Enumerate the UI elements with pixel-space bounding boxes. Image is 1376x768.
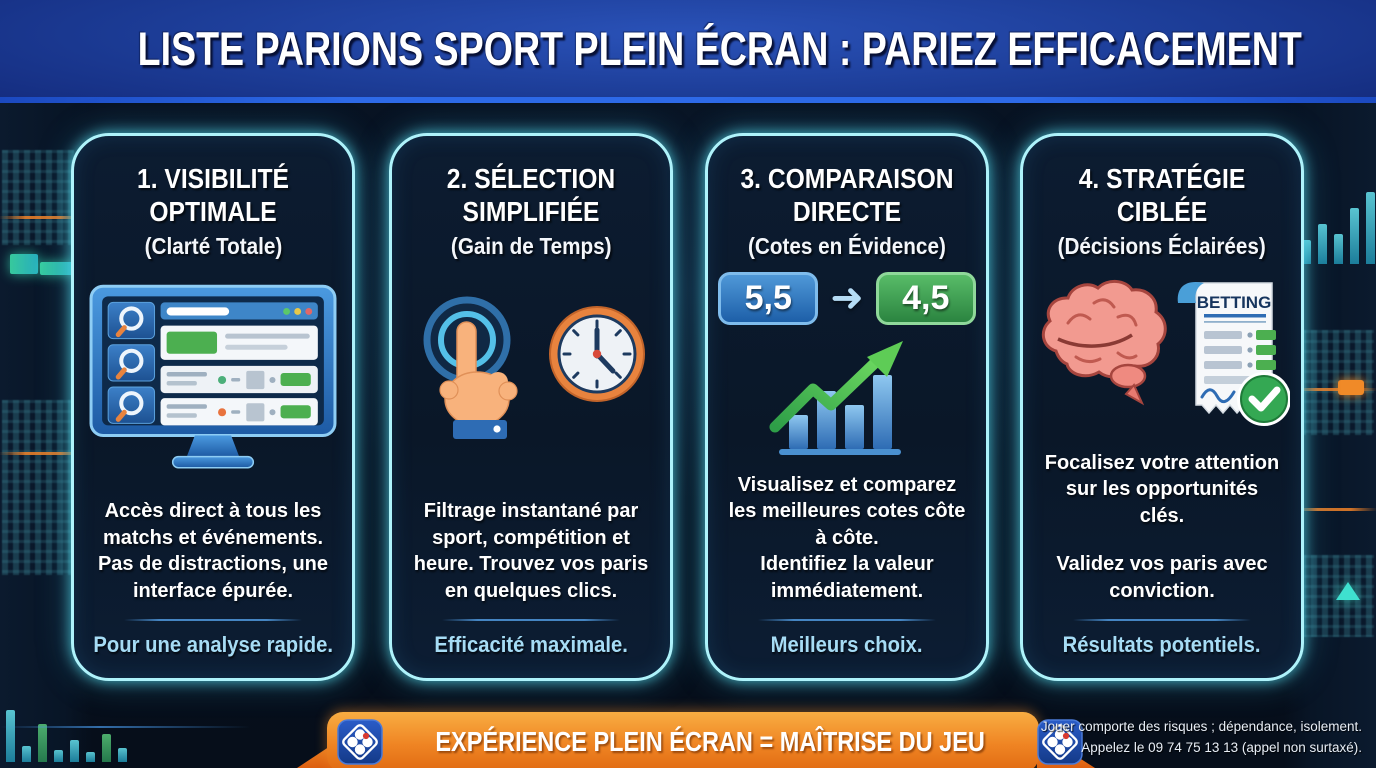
card-subtitle: (Gain de Temps) <box>450 233 612 260</box>
card-subtitle: (Cotes en Évidence) <box>748 233 946 260</box>
background-data-rows <box>2 400 76 575</box>
background-mini-bar-chart <box>6 690 127 762</box>
background-teal-chip <box>10 254 38 274</box>
background-blue-line <box>0 726 250 728</box>
background-orange-line <box>0 452 86 455</box>
background-teal-chip <box>40 262 78 275</box>
fdj-clover-logo-icon <box>337 719 383 765</box>
betting-receipt-icon: BETTING <box>1177 282 1290 427</box>
card-body-text: Filtrage instantané par sport, compétiti… <box>413 500 649 602</box>
fdj-clover-logo-icon <box>1037 719 1083 765</box>
brain-and-receipt-icons: BETTING <box>1039 260 1290 450</box>
background-teal-triangle <box>1336 582 1360 600</box>
background-orange-line <box>1292 508 1376 511</box>
card-body-text: Focalisez votre attention sur les opport… <box>1044 452 1280 602</box>
rising-bar-chart-icon <box>769 340 903 455</box>
header-banner: LISTE PARIONS SPORT PLEIN ÉCRAN : PARIEZ… <box>0 0 1376 97</box>
brain-icon <box>1041 280 1167 406</box>
check-badge-icon <box>1237 372 1290 427</box>
page-title: LISTE PARIONS SPORT PLEIN ÉCRAN : PARIEZ… <box>137 22 1302 75</box>
card-title: 3. COMPARAISON DIRECTE <box>740 163 954 228</box>
background-data-rows <box>2 150 74 245</box>
monitor-match-list-icon <box>89 260 337 498</box>
card-footer-text: Efficacité maximale. <box>434 632 628 657</box>
background-orange-box <box>1338 380 1364 395</box>
card-divider <box>1073 619 1251 621</box>
odds-badge-after: 4,5 <box>875 271 976 325</box>
background-mini-bar-chart <box>1302 152 1376 264</box>
card-visibilite-optimale: 1. VISIBILITÉ OPTIMALE (Clarté Totale) <box>71 133 355 681</box>
card-divider <box>758 619 936 621</box>
background-orange-line <box>1292 388 1376 391</box>
disclaimer-line-1: Jouer comporte des risques ; dépendance,… <box>1040 719 1362 735</box>
banner-slogan: EXPÉRIENCE PLEIN ÉCRAN = MAÎTRISE DU JEU <box>435 726 985 757</box>
arrow-right-icon: ➜ <box>830 276 864 321</box>
card-divider <box>442 619 620 621</box>
card-title: 1. VISIBILITÉ OPTIMALE <box>137 163 289 228</box>
card-subtitle: (Décisions Éclairées) <box>1057 233 1267 260</box>
clock-icon <box>549 306 645 403</box>
odds-badge-before: 5,5 <box>718 271 819 325</box>
card-divider <box>124 619 302 621</box>
background-orange-line <box>0 216 86 219</box>
card-title: 2. SÉLECTION SIMPLIFIÉE <box>446 163 616 228</box>
card-footer-text: Pour une analyse rapide. <box>93 632 333 657</box>
card-title: 4. STRATÉGIE CIBLÉE <box>1078 163 1246 228</box>
tap-and-clock-icons <box>408 260 654 498</box>
bottom-banner: EXPÉRIENCE PLEIN ÉCRAN = MAÎTRISE DU JEU <box>327 712 1083 768</box>
card-subtitle: (Clarté Totale) <box>144 233 282 260</box>
card-comparaison-directe: 3. COMPARAISON DIRECTE (Cotes en Évidenc… <box>705 133 989 681</box>
card-selection-simplifiee: 2. SÉLECTION SIMPLIFIÉE (Gain de Temps) <box>389 133 673 681</box>
responsible-gaming-disclaimer: Jouer comporte des risques ; dépendance,… <box>1041 717 1362 759</box>
header-accent-strip <box>0 97 1376 103</box>
card-strategie-ciblee: 4. STRATÉGIE CIBLÉE (Décisions Éclairées… <box>1020 133 1304 681</box>
receipt-label: BETTING <box>1197 293 1272 312</box>
tap-finger-icon <box>423 296 518 440</box>
card-footer-text: Meilleurs choix. <box>771 632 923 657</box>
card-body-text: Accès direct à tous les matchs et événem… <box>97 500 329 602</box>
odds-comparison: 5,5 ➜ 4,5 <box>718 271 976 325</box>
card-footer-text: Résultats potentiels. <box>1063 632 1261 657</box>
disclaimer-line-2: Appelez le 09 74 75 13 13 (appel non sur… <box>1081 740 1362 756</box>
card-body-text: Visualisez et comparez les meilleures co… <box>728 474 966 602</box>
